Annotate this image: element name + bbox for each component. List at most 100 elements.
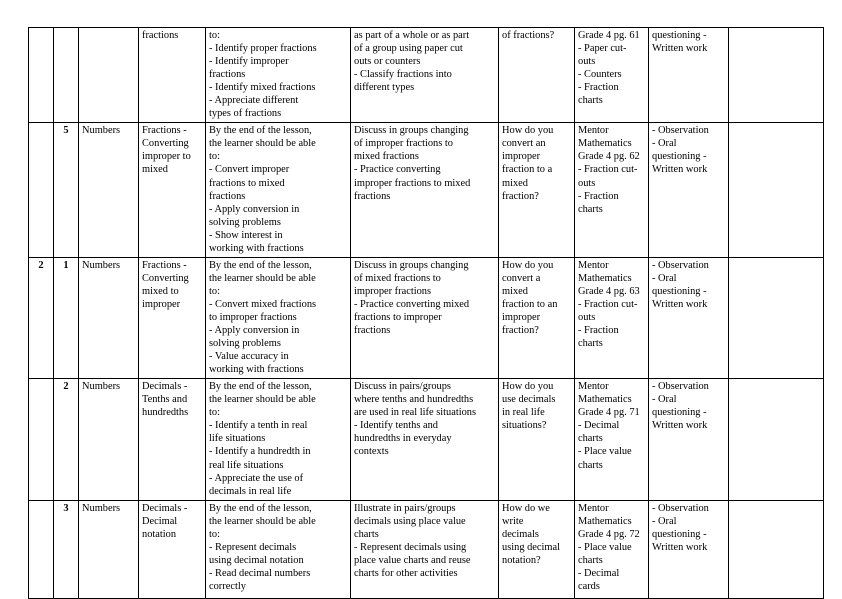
cell-week [28, 378, 54, 501]
cell-line: to: [209, 407, 220, 419]
cell-line: solving problems [209, 338, 281, 350]
cell-line: - Decimal [578, 567, 620, 579]
table-row: 5 Numbers Fractions - Converting improper to… [28, 122, 824, 258]
cell-outcomes: By the end of the lesson, the learner sho… [205, 378, 351, 501]
cell-line: Converting [142, 138, 189, 150]
cell-line: decimals using place value [354, 515, 466, 527]
cell-line: place value charts and reuse [354, 554, 471, 566]
cell-line: improper [142, 298, 181, 310]
cell-line: Grade 4 pg. 62 [578, 151, 640, 163]
cell-week [28, 122, 54, 258]
cell-line: Mathematics [578, 272, 632, 284]
cell-strand: Numbers [78, 378, 139, 501]
cell-line: using decimal notation [209, 554, 304, 566]
cell-line: - Value accuracy in [209, 351, 289, 363]
cell-line: - Apply conversion in [209, 325, 300, 337]
cell-line: Written work [652, 43, 708, 55]
cell-line: fractions [209, 190, 246, 202]
cell-line: as part of a whole or as part [354, 30, 470, 41]
cell-line: Tenths and [142, 394, 188, 406]
cell-outcomes: By the end of the lesson, the learner sho… [205, 256, 351, 380]
cell-line: Discuss in groups changing [354, 125, 469, 137]
cell-line: improper fractions [354, 285, 432, 297]
cell-line: - Identify improper [209, 56, 289, 68]
cell-line: hundredths [142, 407, 189, 419]
cell-line: improper to [142, 151, 191, 163]
cell-line: Discuss in pairs/groups [354, 381, 451, 393]
cell-assessment: questioning - Written work [648, 26, 729, 124]
cell-line: - Identify mixed fractions [209, 82, 316, 94]
cell-reflection [728, 378, 824, 501]
cell-line: Grade 4 pg. 71 [578, 407, 640, 419]
table-row: fractions to: - Identify proper fractions -… [28, 26, 824, 124]
cell-substrand: Fractions - Converting mixed to improper [138, 256, 206, 380]
cell-line: of improper fractions to [354, 138, 453, 150]
cell-line: charts for other activities [354, 567, 458, 579]
cell-line: charts [578, 554, 603, 566]
cell-assessment: - Observation - Oral questioning - Written … [648, 378, 729, 501]
cell-line: convert a [502, 272, 541, 284]
cell-strand: Numbers [78, 122, 139, 258]
cell-lesson: 2 [53, 378, 79, 501]
cell-line: - Fraction [578, 82, 619, 94]
cell-line: fractions [354, 325, 391, 337]
cell-line: - Appreciate the use of [209, 472, 304, 484]
cell-keyquestion: of fractions? [498, 26, 575, 124]
cell-line: decimals in real life [209, 485, 292, 497]
cell-line: - Convert improper [209, 164, 290, 176]
cell-line: Mathematics [578, 515, 632, 527]
cell-line: - Oral [652, 394, 677, 406]
cell-line: - Decimal [578, 420, 620, 432]
cell-line: - Convert mixed fractions [209, 298, 317, 310]
cell-resources: Mentor Mathematics Grade 4 pg. 72- Place v… [574, 499, 649, 599]
cell-line: where tenths and hundredths [354, 394, 474, 406]
cell-line: - Read decimal numbers [209, 567, 311, 579]
cell-lesson [53, 26, 79, 124]
cell-resources: Mentor Mathematics Grade 4 pg. 71- Decimal… [574, 378, 649, 501]
cell-line: mixed [502, 177, 528, 189]
cell-line: - Observation [652, 259, 709, 271]
cell-line: Discuss in groups changing [354, 259, 469, 271]
cell-inquiry: Illustrate in pairs/groups decimals using… [350, 499, 499, 599]
cell-line: the learner should be able [209, 138, 316, 150]
cell-line: Decimals - [142, 381, 188, 393]
cell-line: fractions to mixed [209, 177, 285, 189]
cell-reflection [728, 26, 824, 124]
cell-line: - Practice converting [354, 164, 441, 176]
cell-line: - Classify fractions into [354, 69, 452, 81]
cell-line: questioning - [652, 151, 707, 163]
cell-week [28, 499, 54, 599]
cell-line: - Fraction [578, 325, 619, 337]
cell-line: to: [209, 151, 220, 163]
cell-substrand: Decimals - Tenths and hundredths [138, 378, 206, 501]
cell-line: - Identify tenths and [354, 420, 438, 432]
cell-line: outs or counters [354, 56, 421, 68]
cell-resources: Grade 4 pg. 61 - Paper cut-outs - Counters… [574, 26, 649, 124]
cell-line: correctly [209, 580, 246, 592]
cell-inquiry: Discuss in groups changing of mixed fract… [350, 256, 499, 380]
cell-line: Converting [142, 272, 189, 284]
cell-keyquestion: How do you convert an improper fraction to … [498, 122, 575, 258]
cell-assessment: - Observation - Oral questioning - Written … [648, 499, 729, 599]
cell-line: charts [578, 95, 603, 107]
cell-line: - Identify a tenth in real [209, 420, 308, 432]
cell-line: to: [209, 30, 220, 41]
cell-line: contexts [354, 446, 389, 458]
cell-line: Written work [652, 164, 708, 176]
cell-inquiry: as part of a whole or as part of a group … [350, 26, 499, 124]
cell-week [28, 26, 54, 124]
cell-line: - Oral [652, 272, 677, 284]
cell-line: types of fractions [209, 108, 282, 120]
cell-line: convert an [502, 138, 546, 150]
cell-line: fractions [209, 69, 246, 81]
cell-line: are used in real life situations [354, 407, 477, 419]
cell-line: - Oral [652, 138, 677, 150]
cell-line: charts [578, 338, 603, 350]
cell-line: notation? [502, 554, 541, 566]
cell-strand: Numbers [78, 499, 139, 599]
cell-substrand: fractions [138, 26, 206, 124]
cell-line: By the end of the lesson, [209, 381, 312, 393]
cell-line: of fractions? [502, 30, 555, 41]
cell-line: - Observation [652, 502, 709, 514]
cell-line: fractions to improper [354, 311, 442, 323]
